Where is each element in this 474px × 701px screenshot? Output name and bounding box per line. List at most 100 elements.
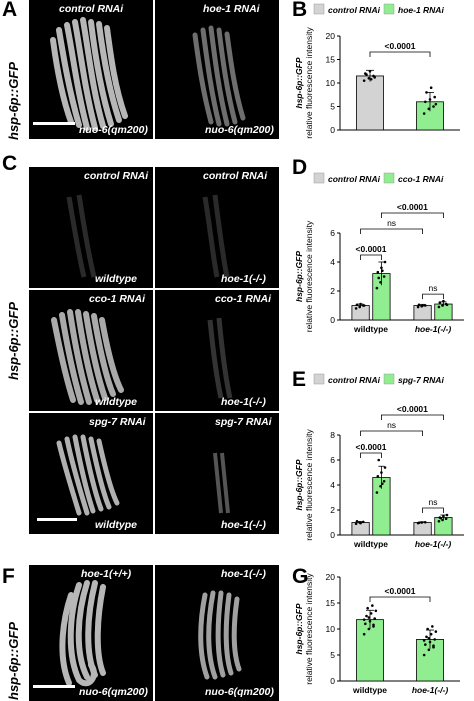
data-point-g-0-13 [372, 623, 375, 627]
data-point-g-1-0 [422, 653, 426, 657]
y-tick-label-b-4: 20 [326, 31, 336, 41]
data-point-g-0-10 [371, 604, 374, 607]
data-point-b-1-0 [422, 112, 426, 115]
data-point-e-1-0-1 [420, 521, 423, 524]
bar-b-0 [356, 75, 384, 131]
significance-bracket-e-1 [422, 507, 444, 513]
data-point-g-1-9 [426, 627, 429, 631]
y-axis-label-g-1: hsp-6p::GFP [294, 603, 304, 654]
y-tick-label-b-0: 0 [330, 125, 335, 135]
data-point-b-1-3 [424, 100, 427, 104]
data-point-d-0-1-3 [376, 270, 380, 274]
micrograph-c-2-bottom-label: hoe-1(-/-) [221, 273, 266, 285]
data-point-d-1-0-2 [423, 304, 427, 307]
data-point-b-1-1 [427, 107, 431, 111]
x-tick-label-e-0: wildtype [353, 539, 388, 549]
data-point-b-0-4 [368, 69, 372, 73]
x-tick-label-g-0: wildtype [352, 685, 387, 695]
micrograph-f-2-top-label: hoe-1(-/-) [221, 568, 266, 580]
data-point-d-1-1-1 [441, 304, 444, 307]
data-point-d-1-0-3 [417, 303, 421, 307]
data-point-e-1-0-2 [423, 520, 427, 524]
data-point-e-0-0-2 [361, 520, 365, 524]
y-tick-label-b-1: 5 [330, 102, 335, 112]
y-tick-label-e-4: 8 [330, 430, 335, 440]
data-point-g-0-8 [374, 609, 378, 613]
panel-label-c: C [2, 152, 18, 175]
data-point-d-0-1-6 [377, 276, 381, 280]
legend-swatch-b-0 [313, 3, 325, 15]
significance-label-e-3: <0.0001 [397, 404, 428, 414]
significance-bracket-e-2 [360, 430, 423, 436]
significance-label-e-0: <0.0001 [356, 442, 387, 452]
micrograph-c-1-bottom-label: wildtype [95, 273, 138, 285]
panel-label-e: E [292, 368, 307, 391]
y-tick-label-g-2: 10 [326, 624, 336, 634]
data-point-d-0-1-2 [382, 275, 386, 278]
data-point-b-1-2 [432, 105, 435, 108]
data-point-g-0-12 [367, 616, 371, 619]
data-point-b-1-8 [434, 102, 438, 106]
data-point-g-1-4 [428, 640, 432, 644]
legend-label-d-1: cco-1 RNAi [398, 174, 444, 184]
y-axis-label-b-1: hsp-6p::GFP [294, 57, 304, 108]
legend-label-e-1: spg-7 RNAi [398, 375, 444, 385]
data-point-g-0-11 [362, 618, 366, 621]
significance-label-e-1: ns [429, 497, 438, 507]
data-point-e-0-0-0 [354, 522, 358, 526]
data-point-g-1-6 [425, 635, 428, 639]
micrograph-c-5-bottom-label: wildtype [95, 519, 138, 531]
worm-cluster-c-3 [51, 309, 124, 405]
micrograph-c-5-top-label: spg-7 RNAi [89, 416, 146, 428]
data-point-e-0-1-1 [379, 484, 382, 488]
data-point-d-0-0-0 [354, 307, 358, 310]
data-point-e-1-1-0 [437, 519, 441, 523]
data-point-b-1-5 [433, 95, 436, 99]
data-point-d-0-1-4 [380, 266, 383, 270]
data-point-e-0-1-0 [375, 491, 379, 494]
scale-bar-a [33, 122, 75, 125]
data-point-e-0-1-5 [383, 466, 387, 469]
significance-label-d-1: ns [429, 283, 438, 293]
data-point-e-0-1-3 [376, 474, 380, 478]
panel-label-g: G [292, 565, 309, 588]
micrograph-c-2: control RNAi hoe-1(-/-) [155, 167, 279, 288]
micrograph-c-4-bottom-label: hoe-1(-/-) [221, 396, 266, 408]
micrograph-c-2-top-label: control RNAi [203, 170, 268, 182]
bar-e-1-0 [413, 522, 432, 536]
data-point-e-0-0-4 [359, 521, 362, 525]
data-point-g-0-7 [369, 612, 373, 615]
legend-swatch-d-0 [313, 172, 325, 184]
significance-bracket-e-0 [360, 452, 382, 458]
micrograph-c-6: spg-7 RNAi hoe-1(-/-) [155, 413, 279, 534]
legend-label-b-0: control RNAi [328, 5, 381, 15]
data-point-e-1-1-1 [441, 518, 444, 522]
data-point-d-0-0-1 [358, 305, 361, 309]
bar-d-1-1 [434, 303, 453, 321]
significance-label-b-0: <0.0001 [385, 41, 416, 51]
legend-label-b-1: hoe-1 RNAi [398, 5, 444, 15]
micrograph-c-4: cco-1 RNAi hoe-1(-/-) [155, 290, 279, 411]
y-tick-label-g-3: 15 [326, 598, 336, 608]
y-axis-label-e-1: hsp-6p::GFP [294, 459, 304, 510]
y-axis-label-e-2: relative fluorescence intensity [304, 429, 314, 541]
data-point-e-0-1-2 [382, 479, 386, 483]
significance-bracket-b-0 [369, 51, 431, 57]
data-point-g-1-5 [433, 638, 436, 641]
y-tick-label-d-2: 4 [330, 257, 335, 267]
x-tick-label-e-1: hoe-1(-/-) [415, 539, 452, 549]
data-point-d-0-0-4 [359, 302, 362, 306]
legend-label-e-0: control RNAi [328, 375, 381, 385]
data-point-d-0-1-0 [375, 286, 379, 290]
y-tick-label-b-2: 10 [326, 78, 336, 88]
scale-bar-f [33, 685, 75, 688]
significance-label-e-2: ns [387, 420, 396, 430]
worm-cluster-f-1 [59, 580, 106, 687]
data-point-g-1-7 [429, 632, 433, 636]
y-tick-label-e-0: 0 [330, 530, 335, 540]
significance-bracket-d-2 [360, 228, 423, 234]
y-tick-label-e-3: 6 [330, 455, 335, 465]
